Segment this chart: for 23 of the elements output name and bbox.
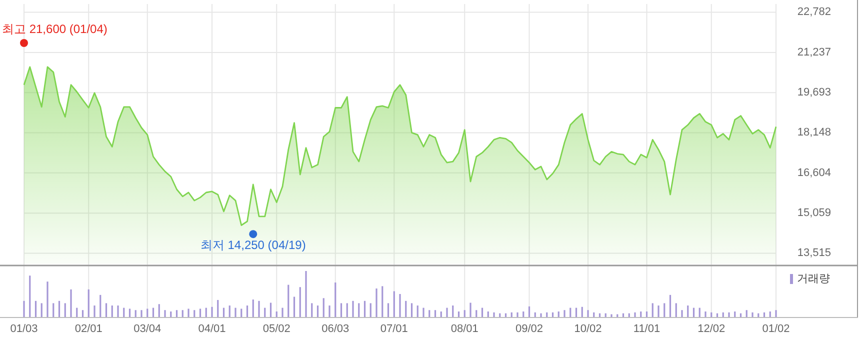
x-tick-label: 11/01 [633, 323, 660, 335]
y-tick-label: 15,059 [797, 206, 831, 219]
x-tick-label: 06/03 [322, 323, 350, 335]
x-tick-label: 01/02 [762, 323, 790, 335]
x-tick-label: 02/01 [74, 323, 102, 335]
x-tick-label: 09/02 [515, 323, 544, 335]
y-tick-label: 19,693 [797, 86, 831, 98]
x-tick-label: 08/01 [450, 323, 478, 335]
x-tick-label: 07/01 [380, 323, 408, 335]
y-tick-label: 16,604 [797, 166, 831, 179]
x-tick-label: 04/01 [198, 323, 226, 335]
x-tick-label: 05/02 [262, 323, 290, 335]
x-tick-label: 03/04 [134, 323, 162, 335]
y-tick-label: 13,515 [797, 247, 831, 260]
data-label: 최고 21,600 (01/04) [2, 22, 108, 36]
x-tick-label: 12/02 [698, 323, 726, 335]
y-tick-label: 22,782 [797, 6, 831, 18]
y-tick-label: 21,237 [797, 46, 831, 58]
x-tick-label: 10/02 [574, 323, 602, 335]
data-label: 최저 14,250 (04/19) [200, 238, 306, 252]
y-tick-label: 18,148 [797, 126, 831, 139]
legend-label: 거래량 [797, 272, 830, 285]
x-tick-label: 01/03 [10, 323, 38, 335]
